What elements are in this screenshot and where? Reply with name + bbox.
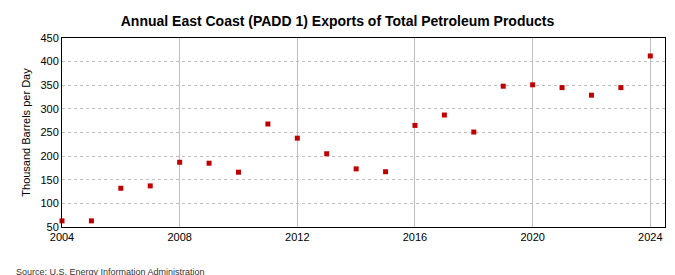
svg-text:50: 50 [47,221,59,233]
svg-text:2004: 2004 [50,231,74,243]
svg-text:150: 150 [40,174,58,186]
svg-text:2016: 2016 [403,231,427,243]
svg-text:100: 100 [40,197,58,209]
svg-text:2020: 2020 [520,231,544,243]
svg-text:450: 450 [40,32,58,44]
svg-text:2008: 2008 [167,231,191,243]
svg-text:350: 350 [40,79,58,91]
svg-text:2012: 2012 [285,231,309,243]
svg-text:300: 300 [40,103,58,115]
svg-text:Source: U.S. Energy Informatio: Source: U.S. Energy Information Administ… [16,267,205,275]
svg-text:Annual East Coast (PADD 1) Exp: Annual East Coast (PADD 1) Exports of To… [121,13,555,29]
svg-text:2024: 2024 [638,231,662,243]
svg-text:250: 250 [40,126,58,138]
svg-text:400: 400 [40,55,58,67]
svg-text:200: 200 [40,150,58,162]
svg-text:Thousand Barrels per Day: Thousand Barrels per Day [20,68,32,197]
